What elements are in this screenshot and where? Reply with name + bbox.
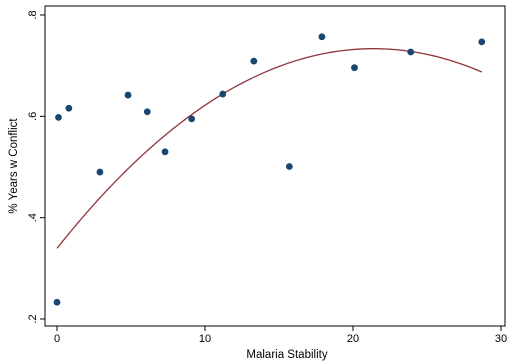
y-tick-label-.6: .6: [27, 112, 39, 121]
x-axis-title: Malaria Stability: [246, 349, 327, 361]
data-point-7: [161, 148, 169, 156]
axes: 0 10 20 30 .2 .4 .6 .8: [27, 5, 507, 345]
data-point-11: [285, 163, 293, 170]
data-point-10: [250, 57, 258, 65]
data-points: [53, 33, 486, 306]
data-point-1: [53, 298, 61, 306]
data-point-13: [351, 64, 358, 72]
x-tick-label-30: 30: [495, 333, 507, 345]
data-point-6: [143, 108, 151, 116]
data-point-2: [55, 113, 62, 121]
data-point-15: [478, 38, 486, 46]
data-point-3: [65, 104, 73, 112]
x-tick-label-10: 10: [199, 333, 211, 345]
data-point-4: [96, 168, 104, 176]
data-point-9: [219, 90, 227, 98]
y-tick-label-.2: .2: [27, 314, 39, 323]
data-point-8: [188, 115, 196, 123]
plot-frame: [44, 5, 506, 327]
data-point-5: [124, 91, 132, 99]
y-axis-title: % Years w Conflict: [8, 118, 20, 214]
x-tick-label-20: 20: [347, 333, 359, 345]
x-tick-label-0: 0: [54, 333, 60, 345]
y-tick-label-.8: .8: [27, 10, 39, 19]
y-tick-label-.4: .4: [27, 213, 39, 222]
data-point-14: [407, 48, 415, 56]
data-point-12: [318, 33, 326, 41]
